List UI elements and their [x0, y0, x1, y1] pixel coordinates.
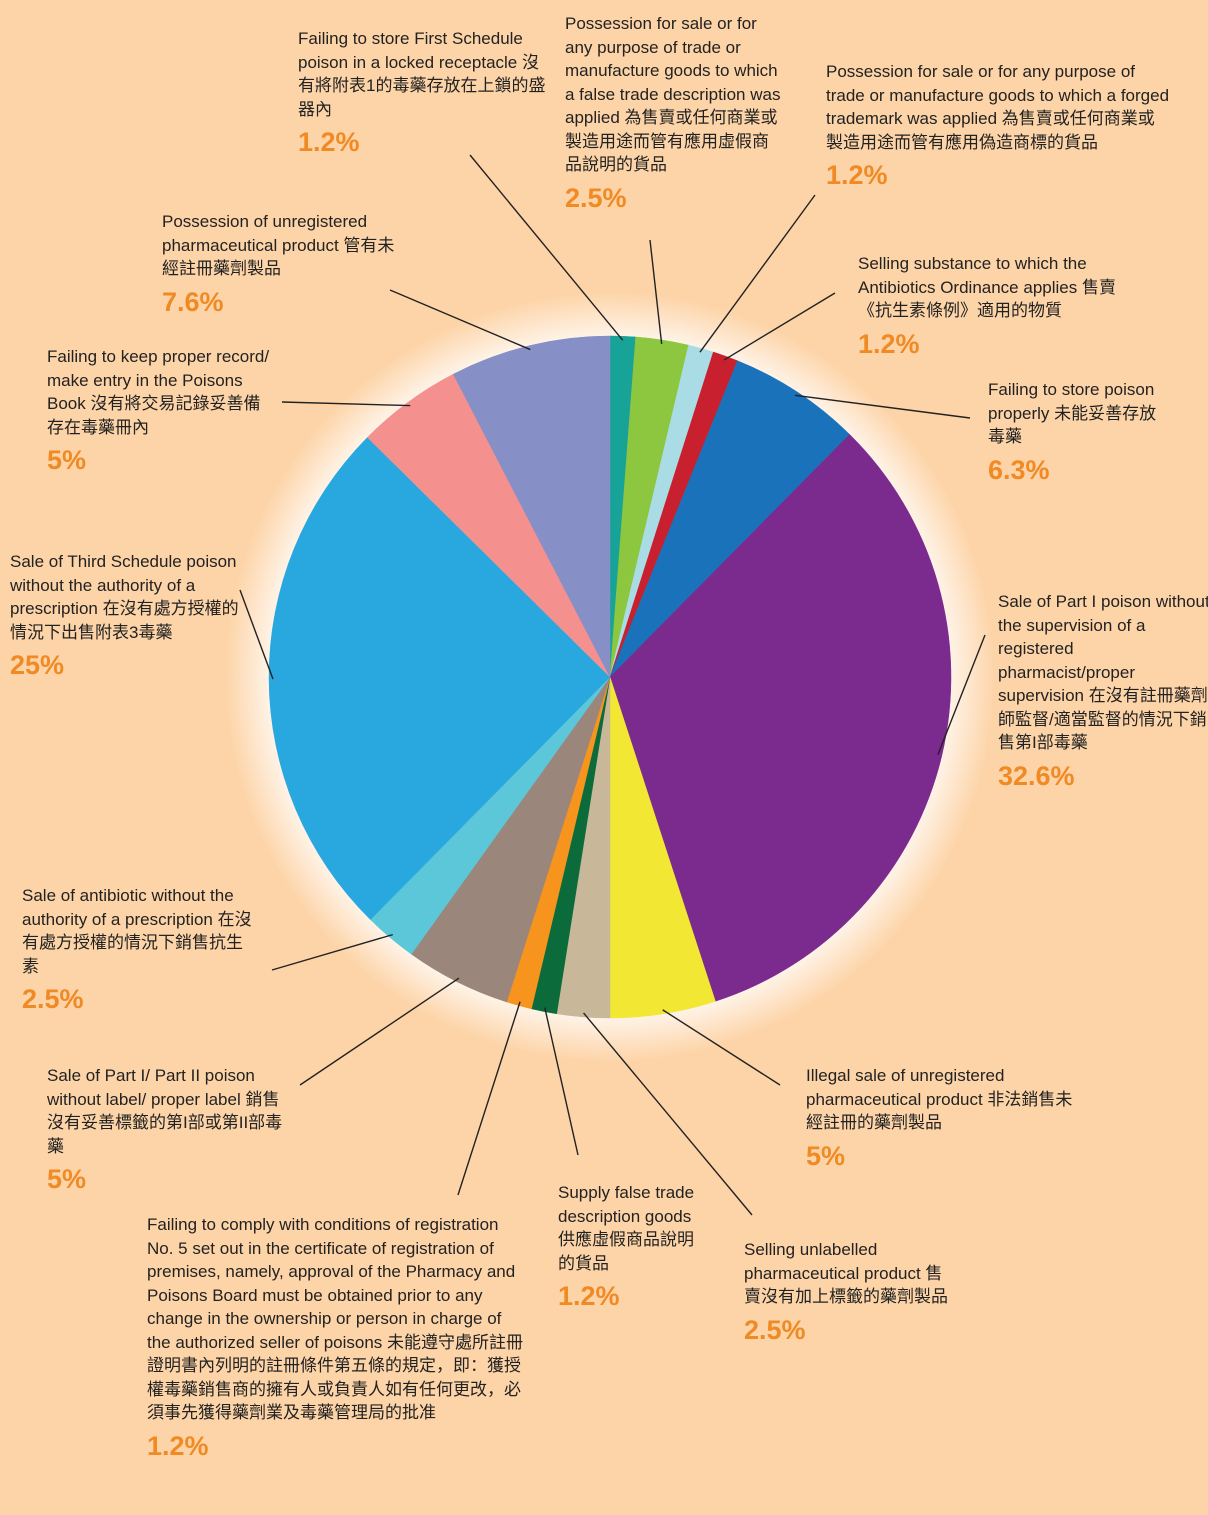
slice-label: Failing to keep proper record/ make entr…: [47, 345, 277, 473]
value-label: 6.3%: [988, 454, 1050, 485]
category-label: Possession of unregistered pharmaceutica…: [162, 212, 395, 278]
slice-label: Supply false trade description goods 供應虛…: [558, 1181, 708, 1309]
slice-label: Sale of Third Schedule poison without th…: [10, 550, 250, 678]
leader-line: [583, 1012, 753, 1216]
category-label: Sale of Third Schedule poison without th…: [10, 552, 239, 642]
category-label: Possession for sale or for any purpose o…: [826, 62, 1170, 152]
value-label: 5%: [47, 1164, 87, 1194]
value-label: 2.5%: [744, 1314, 806, 1345]
slice-label: Failing to comply with conditions of reg…: [147, 1213, 527, 1461]
category-label: Supply false trade description goods 供應虛…: [558, 1183, 695, 1273]
slice-label: Illegal sale of unregistered pharmaceuti…: [806, 1064, 1076, 1171]
pie-slice: [452, 335, 611, 678]
category-label: Sale of Part I poison without the superv…: [998, 592, 1208, 752]
value-label: 1.2%: [298, 127, 360, 157]
slice-label: Sale of antibiotic without the authority…: [22, 884, 252, 1012]
leader-line: [723, 292, 836, 361]
category-label: Failing to store poison properly 未能妥善存放毒…: [988, 380, 1157, 446]
category-label: Sale of antibiotic without the authority…: [22, 886, 252, 976]
slice-label: Selling unlabelled pharmaceutical produc…: [744, 1238, 954, 1345]
leader-line: [794, 394, 971, 419]
category-label: Illegal sale of unregistered pharmaceuti…: [806, 1066, 1073, 1132]
slice-label: Possession for sale or for any purpose o…: [565, 12, 785, 213]
pie-slice: [268, 437, 611, 920]
leader-line: [662, 1009, 781, 1086]
category-label: Possession for sale or for any purpose o…: [565, 14, 781, 174]
leader-line: [271, 933, 393, 971]
pie-slice: [609, 360, 850, 678]
leader-line: [281, 401, 411, 407]
slice-label: Possession of unregistered pharmaceutica…: [162, 210, 402, 317]
leader-line: [469, 154, 624, 341]
leader-line: [299, 977, 460, 1086]
value-label: 1.2%: [147, 1430, 209, 1461]
value-label: 2.5%: [565, 182, 627, 213]
slice-label: Sale of Part I/ Part II poison without l…: [47, 1064, 287, 1192]
leader-line: [649, 239, 663, 345]
value-label: 1.2%: [858, 328, 920, 359]
leader-line: [937, 634, 986, 755]
category-label: Sale of Part I/ Part II poison without l…: [47, 1066, 283, 1156]
leader-line: [457, 1001, 521, 1196]
slice-label: Selling substance to which the Antibioti…: [858, 252, 1148, 359]
value-label: 1.2%: [558, 1281, 620, 1311]
slice-label: Sale of Part I poison without the superv…: [998, 590, 1208, 791]
category-label: Failing to keep proper record/ make entr…: [47, 347, 270, 437]
slice-label: Failing to store poison properly 未能妥善存放毒…: [988, 378, 1168, 485]
value-label: 7.6%: [162, 286, 224, 317]
value-label: 5%: [806, 1140, 846, 1171]
category-label: Selling substance to which the Antibioti…: [858, 254, 1116, 320]
leader-line: [544, 1007, 579, 1156]
category-label: Selling unlabelled pharmaceutical produc…: [744, 1240, 948, 1306]
slice-label: Failing to store First Schedule poison i…: [298, 27, 548, 155]
category-label: Failing to comply with conditions of reg…: [147, 1215, 524, 1422]
leader-line: [699, 194, 816, 353]
value-label: 5%: [47, 445, 87, 475]
slice-label: Possession for sale or for any purpose o…: [826, 60, 1171, 188]
leader-line: [389, 289, 531, 351]
leader-line: [239, 589, 274, 680]
category-label: Failing to store First Schedule poison i…: [298, 29, 546, 119]
value-label: 25%: [10, 650, 65, 680]
value-label: 2.5%: [22, 984, 84, 1014]
value-label: 1.2%: [826, 160, 888, 190]
pie-slice: [609, 434, 952, 1002]
value-label: 32.6%: [998, 760, 1075, 791]
